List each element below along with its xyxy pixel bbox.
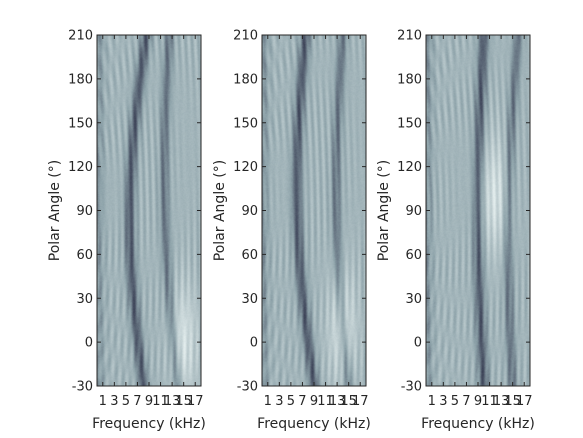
x-tick-label: 17 bbox=[516, 394, 533, 409]
heatmap-image bbox=[426, 35, 530, 386]
x-tick-label: 3 bbox=[439, 394, 447, 409]
x-tick-label: 5 bbox=[287, 394, 295, 409]
x-tick-label: 11 bbox=[317, 394, 334, 409]
x-tick-label: 17 bbox=[352, 394, 369, 409]
x-tick-label: 5 bbox=[122, 394, 130, 409]
y-tick-label: -30 bbox=[237, 380, 258, 395]
heatmap-image bbox=[262, 35, 366, 386]
y-tick-label: 30 bbox=[76, 292, 93, 307]
y-tick-label: 90 bbox=[76, 204, 93, 219]
x-tick-label: 15 bbox=[504, 394, 521, 409]
x-tick-label: 1 bbox=[264, 394, 272, 409]
y-tick-label: 150 bbox=[397, 116, 422, 131]
x-tick-label: 7 bbox=[133, 394, 141, 409]
y-tick-label: 180 bbox=[397, 72, 422, 87]
y-tick-label: 180 bbox=[68, 72, 93, 87]
y-tick-label: 180 bbox=[233, 72, 258, 87]
x-tick-label: 17 bbox=[187, 394, 204, 409]
y-tick-label: 0 bbox=[85, 336, 93, 351]
x-tick-label: 15 bbox=[175, 394, 192, 409]
y-tick-label: 120 bbox=[233, 160, 258, 175]
y-tick-label: 90 bbox=[405, 204, 422, 219]
x-tick-label: 3 bbox=[110, 394, 118, 409]
y-axis-label: Polar Angle (°) bbox=[47, 160, 63, 261]
y-tick-label: 0 bbox=[250, 336, 258, 351]
y-tick-label: 60 bbox=[76, 248, 93, 263]
x-tick-label: 7 bbox=[462, 394, 470, 409]
y-tick-label: -30 bbox=[401, 380, 422, 395]
x-tick-label: 13 bbox=[493, 394, 510, 409]
x-axis-label: Frequency (kHz) bbox=[92, 416, 206, 432]
x-tick-label: 11 bbox=[481, 394, 498, 409]
y-tick-label: 120 bbox=[68, 160, 93, 175]
y-tick-label: 150 bbox=[68, 116, 93, 131]
y-tick-label: 210 bbox=[233, 29, 258, 44]
x-tick-label: 13 bbox=[164, 394, 181, 409]
y-tick-label: 210 bbox=[68, 29, 93, 44]
y-tick-label: 60 bbox=[405, 248, 422, 263]
y-tick-label: 210 bbox=[397, 29, 422, 44]
y-tick-label: 60 bbox=[241, 248, 258, 263]
x-tick-label: 9 bbox=[145, 394, 153, 409]
x-tick-label: 7 bbox=[298, 394, 306, 409]
x-tick-label: 9 bbox=[310, 394, 318, 409]
x-tick-label: 1 bbox=[428, 394, 436, 409]
y-tick-label: 90 bbox=[241, 204, 258, 219]
y-tick-label: 120 bbox=[397, 160, 422, 175]
x-tick-label: 5 bbox=[451, 394, 459, 409]
x-axis-label: Frequency (kHz) bbox=[257, 416, 371, 432]
x-tick-label: 3 bbox=[275, 394, 283, 409]
y-tick-label: -30 bbox=[72, 380, 93, 395]
y-tick-label: 150 bbox=[233, 116, 258, 131]
heatmap-image bbox=[97, 35, 201, 386]
y-axis-label: Polar Angle (°) bbox=[376, 160, 392, 261]
x-axis-label: Frequency (kHz) bbox=[421, 416, 535, 432]
y-tick-label: 30 bbox=[241, 292, 258, 307]
x-tick-label: 11 bbox=[152, 394, 169, 409]
x-tick-label: 1 bbox=[99, 394, 107, 409]
y-tick-label: 0 bbox=[414, 336, 422, 351]
x-tick-label: 9 bbox=[474, 394, 482, 409]
x-tick-label: 15 bbox=[340, 394, 357, 409]
y-axis-label: Polar Angle (°) bbox=[212, 160, 228, 261]
y-tick-label: 30 bbox=[405, 292, 422, 307]
x-tick-label: 13 bbox=[329, 394, 346, 409]
